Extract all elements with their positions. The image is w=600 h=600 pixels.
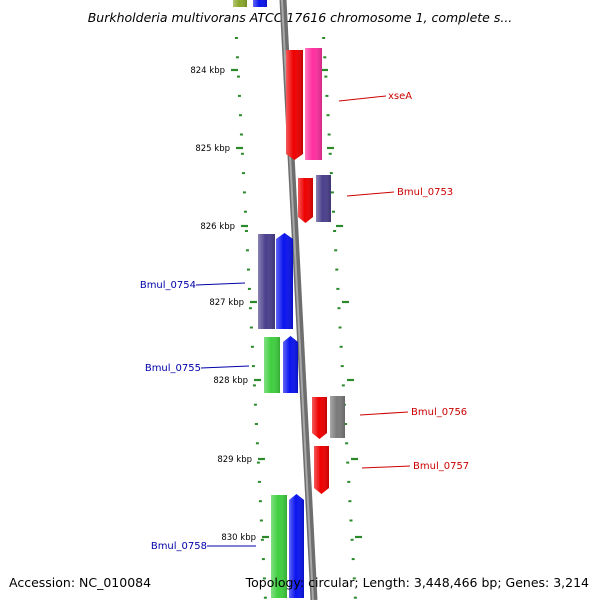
gene-label: xseA <box>388 91 412 102</box>
ruler-tick-label: 824 kbp <box>190 66 225 76</box>
gene-Bmul_0756-feature-shading <box>330 396 345 438</box>
ruler-tick-label: 827 kbp <box>209 298 244 308</box>
ruler-labels: 824 kbp 825 kbp 826 kbp 827 kbp 828 kbp 829 k… <box>190 66 256 543</box>
gene-label: Bmul_0754 <box>140 280 196 291</box>
gene-xseA-shading <box>286 50 303 160</box>
gene-Bmul_0757-shading <box>314 446 329 494</box>
gene-features <box>233 0 345 598</box>
partial-feature-blue-shading <box>253 0 267 7</box>
gene-Bmul_0757 <box>314 446 329 494</box>
genome-summary-text: Topology: circular; Length: 3,448,466 bp… <box>245 575 589 590</box>
gene-Bmul_0755-feature <box>264 337 280 393</box>
ruler-tick-label: 830 kbp <box>221 533 256 543</box>
gene-xseA-feature-shading <box>305 48 322 160</box>
partial-feature-olive-shading <box>233 0 247 7</box>
gene-Bmul_0756-feature <box>330 396 345 438</box>
gene-xseA-feature <box>305 48 322 160</box>
gene-label-leader <box>338 95 387 102</box>
gene-Bmul_0753-shading <box>298 178 313 223</box>
gene-Bmul_0756 <box>312 397 327 439</box>
gene-labels: xseA Bmul_0753 Bmul_0754 Bmul_0755 Bmul_0756… <box>140 91 469 552</box>
gene-Bmul_0758-feature <box>271 495 287 598</box>
gene-label-leader <box>200 365 250 369</box>
partial-feature-olive <box>233 0 247 7</box>
tick-marks <box>231 37 362 599</box>
gene-Bmul_0758 <box>289 494 304 598</box>
gene-Bmul_0753-feature <box>316 175 331 222</box>
gene-label-leader <box>359 411 409 416</box>
gene-Bmul_0754 <box>276 233 293 329</box>
gene-Bmul_0758-shading <box>289 494 304 598</box>
gene-label: Bmul_0758 <box>151 541 207 552</box>
gene-Bmul_0755-shading <box>283 336 298 393</box>
map-title: Burkholderia multivorans ATCC 17616 chro… <box>87 10 513 25</box>
accession-text: Accession: NC_010084 <box>9 575 152 590</box>
gene-label: Bmul_0753 <box>397 187 453 198</box>
partial-feature-blue <box>253 0 267 7</box>
gene-label-leader <box>195 282 246 286</box>
gene-label: Bmul_0756 <box>411 407 467 418</box>
gene-label-leader <box>346 191 395 197</box>
ruler-tick-label: 825 kbp <box>195 144 230 154</box>
ruler-tick-label: 828 kbp <box>213 376 248 386</box>
gene-Bmul_0755-feature-shading <box>264 337 280 393</box>
gene-Bmul_0756-shading <box>312 397 327 439</box>
gene-label: Bmul_0755 <box>145 363 201 374</box>
gene-xseA <box>286 50 303 160</box>
gene-Bmul_0754-feature <box>258 234 275 329</box>
gene-label-leader <box>361 465 411 469</box>
gene-Bmul_0755 <box>283 336 298 393</box>
gene-Bmul_0754-feature-shading <box>258 234 275 329</box>
ruler-tick-label: 826 kbp <box>200 222 235 232</box>
gene-Bmul_0753-feature-shading <box>316 175 331 222</box>
ruler-tick-label: 829 kbp <box>217 455 252 465</box>
gene-Bmul_0758-feature-shading <box>271 495 287 598</box>
gene-label: Bmul_0757 <box>413 461 469 472</box>
gene-Bmul_0754-shading <box>276 233 293 329</box>
gene-Bmul_0753 <box>298 178 313 223</box>
